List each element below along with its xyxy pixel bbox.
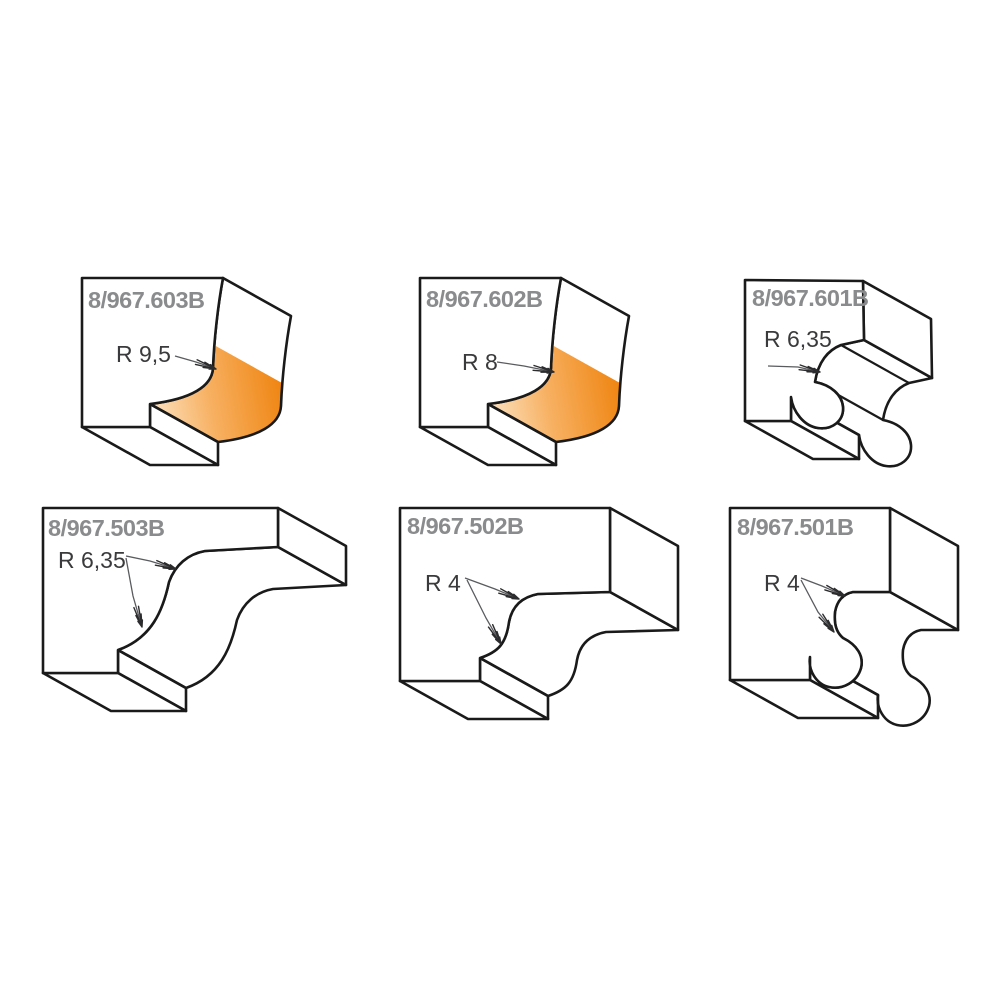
arrowhead-icon (154, 559, 177, 570)
front-face (418, 276, 563, 429)
radius-arrow (174, 355, 217, 370)
radius-label: R 4 (764, 570, 800, 596)
radius-arrow (800, 577, 846, 597)
bottom-face (418, 425, 558, 467)
bottom-face (80, 425, 220, 467)
bottom-face (41, 671, 188, 713)
arrowhead-icon (798, 364, 821, 374)
cove-cut-surface (488, 345, 620, 442)
radius-arrow (125, 555, 177, 570)
part-number: 8/967.503B (48, 515, 165, 541)
figure-502b: 8/967.502B R 4 (398, 506, 680, 721)
ledge-fold-line (840, 344, 910, 384)
bottom-face (398, 679, 550, 721)
radius-arrow (466, 579, 502, 645)
radius-arrow (496, 361, 555, 374)
leader-line (464, 577, 518, 599)
end-face (608, 506, 680, 632)
arrowhead-icon (133, 605, 144, 628)
cove-cut-surface (150, 345, 282, 442)
part-number: 8/967.603B (88, 287, 205, 313)
radius-arrow (125, 557, 144, 628)
radius-label: R 8 (462, 349, 498, 375)
leader-line (125, 555, 175, 570)
leader-line (174, 355, 215, 369)
radius-label: R 6,35 (58, 547, 126, 573)
arrowhead-icon (824, 584, 846, 597)
figure-603b: 8/967.603B R 9,5 (80, 276, 293, 467)
arrowhead-icon (487, 624, 502, 645)
radius-arrow (767, 364, 821, 374)
part-number: 8/967.502B (407, 513, 524, 539)
radius-label: R 9,5 (116, 341, 171, 367)
radius-arrow (800, 579, 835, 633)
leader-line (800, 579, 834, 631)
part-number: 8/967.501B (737, 514, 854, 540)
radius-arrow (464, 577, 520, 600)
arrowhead-icon (194, 359, 217, 370)
leader-line (496, 361, 553, 373)
front-face (41, 506, 280, 675)
leader-line (767, 365, 819, 373)
end-face (276, 506, 348, 587)
end-face (888, 506, 960, 632)
leader-line (125, 557, 143, 626)
leader-line (800, 577, 844, 596)
bottom-face (728, 678, 880, 720)
figure-602b: 8/967.602B R 8 (418, 276, 631, 467)
figure-501b: 8/967.501B R 4 (728, 506, 960, 727)
radius-label: R 6,35 (764, 326, 832, 352)
figure-503b: 8/967.503B R 6,35 (41, 506, 348, 713)
radius-label: R 4 (425, 570, 461, 596)
figure-601b: 8/967.601B R 6,35 (743, 278, 934, 468)
part-number: 8/967.601B (752, 285, 869, 311)
arrowhead-icon (532, 364, 555, 374)
leader-line (466, 579, 501, 643)
front-face (743, 278, 866, 430)
arrowhead-icon (498, 588, 520, 600)
part-number: 8/967.602B (426, 286, 543, 312)
arrowhead-icon (818, 613, 835, 633)
